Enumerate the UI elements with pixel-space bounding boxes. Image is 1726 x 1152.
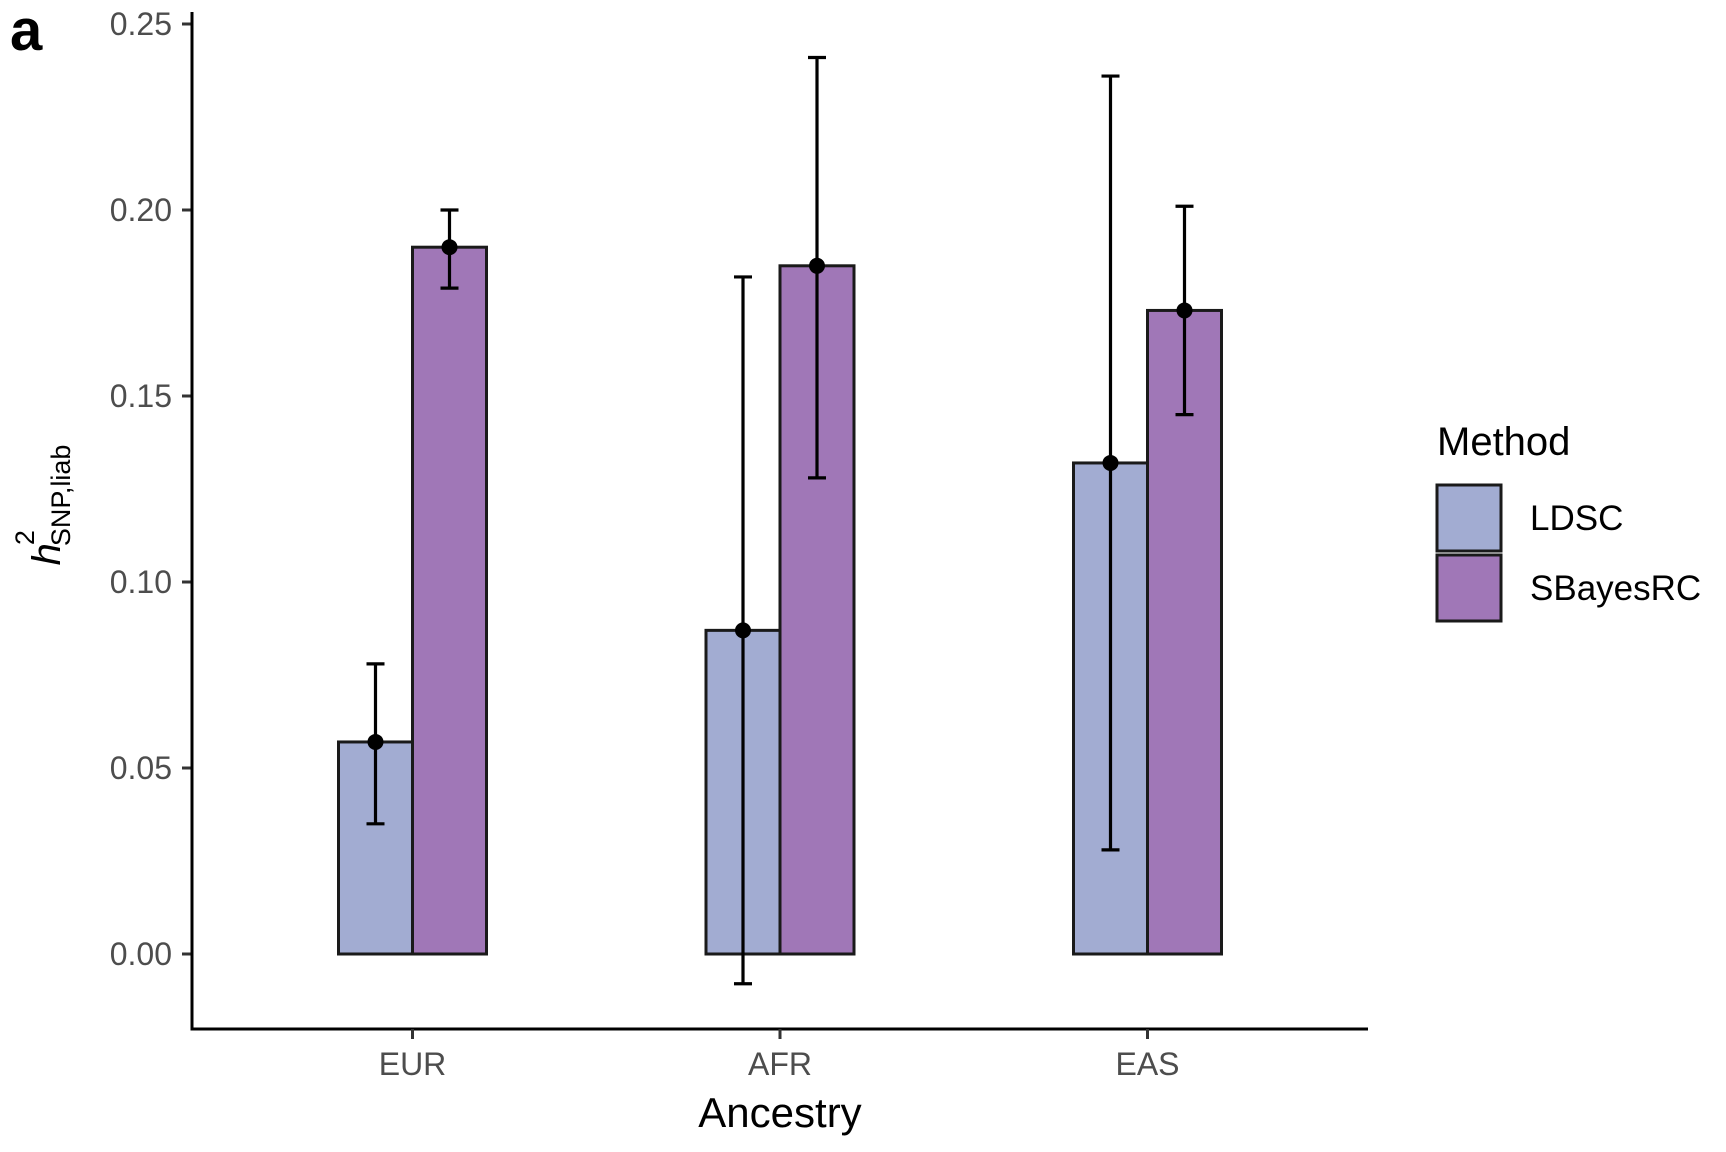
- points: [367, 239, 1193, 750]
- y-axis-title-symbol: h: [25, 543, 69, 565]
- y-axis-title-subscript: SNP,liab: [46, 445, 76, 547]
- x-axis-title: Ancestry: [698, 1089, 861, 1136]
- bars: [337, 245, 1223, 956]
- y-axis-title-superscript: 2: [10, 530, 40, 545]
- x-axis-ticks: EUR AFR EAS: [379, 1029, 1180, 1082]
- legend-title: Method: [1437, 420, 1570, 464]
- x-tick-label: EUR: [379, 1046, 447, 1082]
- x-tick-label: AFR: [748, 1046, 812, 1082]
- point-ldsc-afr: [735, 622, 751, 639]
- bar-sbayesrc-eur: [411, 245, 488, 956]
- point-sbayesrc-eur: [441, 239, 458, 256]
- y-axis-ticks: 0.00 0.05 0.10 0.15 0.20 0.25: [110, 6, 192, 972]
- point-ldsc-eas: [1102, 454, 1119, 471]
- y-tick-label: 0.15: [110, 378, 172, 414]
- legend: Method LDSC SBayesRC: [1435, 420, 1701, 623]
- legend-label-ldsc: LDSC: [1530, 499, 1623, 538]
- legend-key-sbayesrc: [1435, 553, 1503, 623]
- y-tick-label: 0.20: [110, 192, 172, 228]
- point-ldsc-eur: [367, 733, 384, 750]
- y-tick-label: 0.10: [110, 564, 172, 600]
- point-sbayesrc-afr: [809, 257, 825, 274]
- point-sbayesrc-eas: [1176, 302, 1193, 319]
- y-tick-label: 0.05: [110, 750, 172, 786]
- legend-label-sbayesrc: SBayesRC: [1530, 569, 1701, 608]
- y-tick-label: 0.25: [110, 6, 172, 42]
- panel-label: a: [10, 0, 43, 63]
- y-axis-title: h2 SNP,liab: [10, 445, 76, 566]
- legend-key-ldsc: [1435, 483, 1503, 553]
- x-tick-label: EAS: [1115, 1046, 1179, 1082]
- y-tick-label: 0.00: [110, 936, 172, 972]
